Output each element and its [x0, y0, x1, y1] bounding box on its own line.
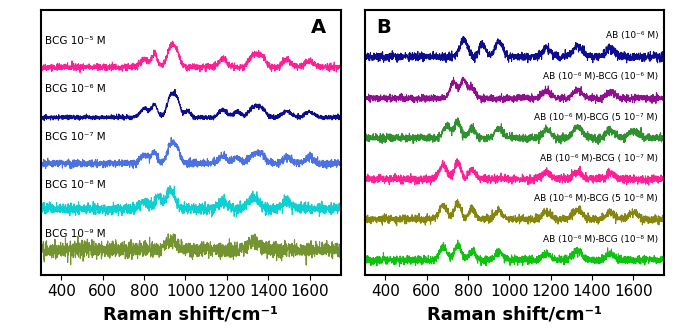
Text: AB (10⁻⁶ M)-BCG (10⁻⁶ M): AB (10⁻⁶ M)-BCG (10⁻⁶ M) — [543, 72, 658, 81]
Text: BCG 10⁻⁵ M: BCG 10⁻⁵ M — [45, 36, 106, 46]
Text: BCG 10⁻⁸ M: BCG 10⁻⁸ M — [45, 180, 106, 190]
Text: BCG 10⁻⁷ M: BCG 10⁻⁷ M — [45, 132, 106, 142]
Text: AB (10⁻⁶ M)-BCG (10⁻⁸ M): AB (10⁻⁶ M)-BCG (10⁻⁸ M) — [543, 235, 658, 244]
Text: AB (10⁻⁶ M)-BCG ( 10⁻⁷ M): AB (10⁻⁶ M)-BCG ( 10⁻⁷ M) — [540, 154, 658, 163]
Text: BCG 10⁻⁶ M: BCG 10⁻⁶ M — [45, 84, 106, 94]
Text: A: A — [311, 18, 325, 37]
Text: AB (10⁻⁶ M)-BCG (5 10⁻⁸ M): AB (10⁻⁶ M)-BCG (5 10⁻⁸ M) — [534, 194, 658, 204]
Text: B: B — [376, 18, 391, 37]
Text: AB (10⁻⁶ M): AB (10⁻⁶ M) — [605, 31, 658, 40]
Text: AB (10⁻⁶ M)-BCG (5 10⁻⁷ M): AB (10⁻⁶ M)-BCG (5 10⁻⁷ M) — [534, 113, 658, 122]
X-axis label: Raman shift/cm⁻¹: Raman shift/cm⁻¹ — [103, 305, 278, 323]
X-axis label: Raman shift/cm⁻¹: Raman shift/cm⁻¹ — [427, 305, 602, 323]
Text: BCG 10⁻⁹ M: BCG 10⁻⁹ M — [45, 229, 106, 239]
